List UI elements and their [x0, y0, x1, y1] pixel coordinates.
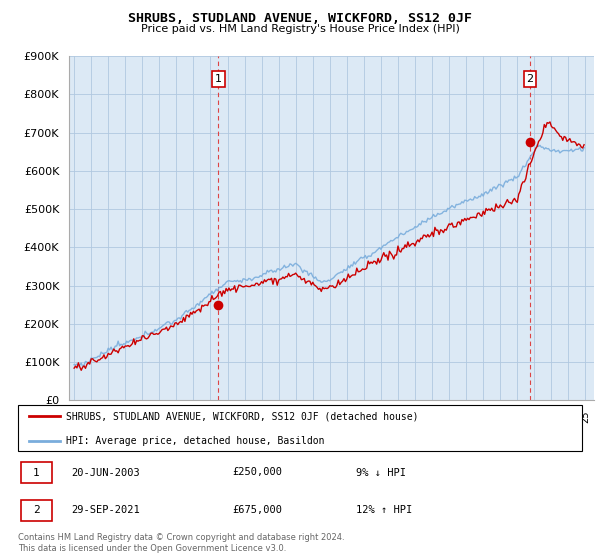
- FancyBboxPatch shape: [21, 462, 52, 483]
- FancyBboxPatch shape: [18, 405, 582, 451]
- Text: Contains HM Land Registry data © Crown copyright and database right 2024.
This d: Contains HM Land Registry data © Crown c…: [18, 533, 344, 553]
- Text: 9% ↓ HPI: 9% ↓ HPI: [356, 468, 406, 478]
- Text: 2: 2: [527, 74, 533, 84]
- Text: £675,000: £675,000: [232, 505, 283, 515]
- Text: 20-JUN-2003: 20-JUN-2003: [71, 468, 140, 478]
- FancyBboxPatch shape: [21, 500, 52, 521]
- Text: 1: 1: [33, 468, 40, 478]
- Text: 12% ↑ HPI: 12% ↑ HPI: [356, 505, 413, 515]
- Text: 1: 1: [215, 74, 222, 84]
- Text: HPI: Average price, detached house, Basildon: HPI: Average price, detached house, Basi…: [66, 436, 325, 446]
- Text: SHRUBS, STUDLAND AVENUE, WICKFORD, SS12 0JF: SHRUBS, STUDLAND AVENUE, WICKFORD, SS12 …: [128, 12, 472, 25]
- Text: 29-SEP-2021: 29-SEP-2021: [71, 505, 140, 515]
- Text: Price paid vs. HM Land Registry's House Price Index (HPI): Price paid vs. HM Land Registry's House …: [140, 24, 460, 34]
- Text: SHRUBS, STUDLAND AVENUE, WICKFORD, SS12 0JF (detached house): SHRUBS, STUDLAND AVENUE, WICKFORD, SS12 …: [66, 412, 418, 421]
- Text: £250,000: £250,000: [232, 468, 283, 478]
- Text: 2: 2: [33, 505, 40, 515]
